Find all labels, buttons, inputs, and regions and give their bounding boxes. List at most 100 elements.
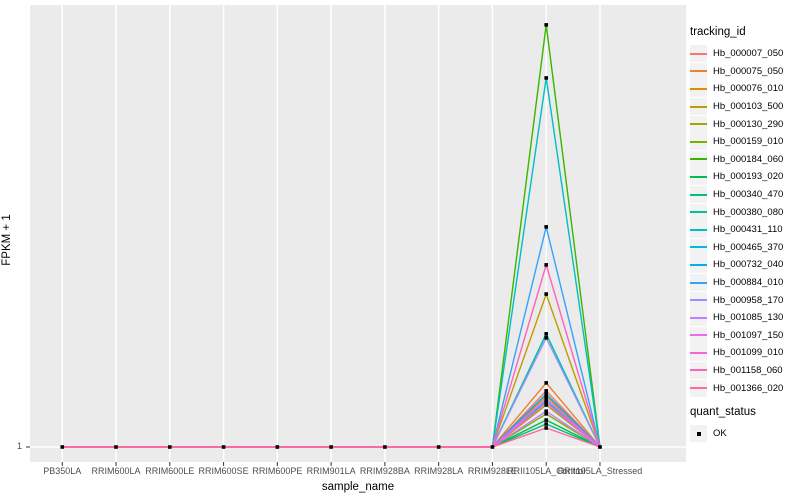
legend-item-Hb_000130_290: Hb_000130_290 [690, 115, 800, 133]
legend-item-Hb_000732_040: Hb_000732_040 [690, 256, 800, 274]
data-point-peak-Hb_000732_040 [544, 392, 548, 396]
legend-item-label: Hb_001085_130 [713, 312, 784, 324]
legend-items-tracking-id: Hb_000007_050 Hb_000075_050 Hb_000076_010 H… [690, 45, 800, 397]
x-tick-label: RRIM600SE [199, 466, 249, 476]
color-swatch [690, 52, 707, 55]
data-point-peak-Hb_000958_170 [544, 336, 548, 340]
legend-key-line-icon [690, 379, 707, 397]
data-point [490, 445, 495, 449]
legend-key-line-icon [690, 203, 707, 221]
legend-key-line-icon [690, 80, 707, 98]
legend-item-Hb_001158_060: Hb_001158_060 [690, 361, 800, 380]
legend-key-line-icon [690, 256, 707, 274]
data-point [114, 445, 118, 449]
legend-key-line-icon [690, 45, 707, 63]
data-point [329, 445, 333, 449]
legend-item-Hb_000184_060: Hb_000184_060 [690, 150, 800, 169]
x-axis-title: sample_name [321, 481, 395, 493]
legend-item-Hb_000340_470: Hb_000340_470 [690, 186, 800, 204]
color-swatch [690, 351, 707, 354]
color-swatch [690, 193, 707, 196]
legend-key-line-icon [690, 133, 707, 151]
y-tick-label: 1 [16, 441, 22, 451]
legend-item-Hb_000075_050: Hb_000075_050 [690, 62, 800, 81]
legend-item-Hb_000159_010: Hb_000159_010 [690, 133, 800, 151]
legend-item-label: Hb_000465_370 [713, 241, 784, 253]
legend-item-label: Hb_000184_060 [713, 153, 784, 165]
color-swatch [690, 70, 707, 73]
x-tick-label: RRIM600LA [92, 466, 141, 476]
color-swatch [690, 105, 707, 108]
legend-key-line-icon [690, 274, 707, 292]
data-point [168, 445, 172, 449]
legend: tracking_id Hb_000007_050 Hb_000075_050 Hb… [690, 26, 800, 443]
x-tick-label: RRIM600PE [252, 466, 302, 476]
x-tick-label: RRIM928BA [360, 466, 410, 476]
legend-item-Hb_000076_010: Hb_000076_010 [690, 80, 800, 98]
legend-item-Hb_001366_020: Hb_001366_020 [690, 379, 800, 397]
legend-item-label: Hb_000340_470 [713, 189, 784, 201]
legend-item-label: Hb_000193_020 [713, 171, 784, 183]
x-tick-label: PB350LA [43, 466, 81, 476]
color-swatch [690, 211, 707, 214]
x-tick-label: RRII105LA_Control [507, 466, 585, 476]
legend-item-label: Hb_000007_050 [713, 48, 784, 60]
data-point [598, 445, 602, 449]
x-tick-label: RRIM928LA [414, 466, 463, 476]
legend-key-line-icon [690, 361, 707, 379]
legend-item-quant-ok: OK [690, 425, 800, 443]
legend-item-label: Hb_000884_010 [713, 277, 784, 289]
color-swatch [690, 123, 707, 126]
data-point-peak-Hb_001099_010 [544, 401, 548, 405]
color-swatch [690, 281, 707, 284]
legend-item-Hb_000958_170: Hb_000958_170 [690, 291, 800, 309]
legend-key-line-icon [690, 238, 707, 256]
data-point-peak-Hb_001366_020 [544, 426, 548, 430]
legend-item-label: Hb_000958_170 [713, 294, 784, 306]
legend-item-label: Hb_000159_010 [713, 136, 784, 148]
legend-item-Hb_000193_020: Hb_000193_020 [690, 168, 800, 186]
data-point-peak-Hb_000103_500 [544, 292, 548, 296]
color-swatch [690, 334, 707, 337]
x-tick-label: RRII105LA_Stressed [558, 466, 643, 476]
x-tick-label: RRIM928LE [468, 466, 517, 476]
legend-key-line-icon [690, 309, 707, 327]
color-swatch [690, 228, 707, 231]
legend-key-line-icon [690, 115, 707, 133]
color-swatch [690, 299, 707, 302]
legend-item-label: OK [713, 428, 727, 440]
legend-item-Hb_000884_010: Hb_000884_010 [690, 274, 800, 292]
data-point-peak-Hb_000380_080 [544, 332, 548, 336]
data-point [60, 445, 65, 449]
legend-title-tracking-id: tracking_id [690, 26, 746, 38]
data-point-peak-Hb_001085_130 [544, 409, 548, 413]
x-tick-label: RRIM901LA [307, 466, 356, 476]
legend-item-label: Hb_001097_150 [713, 329, 784, 341]
legend-key-line-icon [690, 326, 707, 344]
legend-item-label: Hb_000130_290 [713, 118, 784, 130]
data-point-peak-Hb_000193_020 [544, 418, 548, 422]
legend-items-quant-status: OK [690, 425, 800, 443]
color-swatch [690, 246, 707, 249]
color-swatch [690, 158, 707, 161]
legend-item-label: Hb_000103_500 [713, 101, 784, 113]
legend-key-line-icon [690, 221, 707, 239]
legend-key-line-icon [690, 150, 707, 168]
legend-key-line-icon [690, 291, 707, 309]
legend-key-line-icon [690, 62, 707, 80]
legend-key-line-icon [690, 98, 707, 116]
legend-item-Hb_001099_010: Hb_001099_010 [690, 344, 800, 362]
data-point-peak-Hb_000075_050 [544, 381, 548, 385]
legend-item-Hb_000465_370: Hb_000465_370 [690, 238, 800, 257]
legend-item-Hb_000431_110: Hb_000431_110 [690, 221, 800, 239]
data-point-peak-Hb_000431_110 [544, 76, 548, 80]
color-swatch [690, 263, 707, 266]
legend-item-label: Hb_000380_080 [713, 206, 784, 218]
data-point [221, 445, 226, 449]
legend-item-Hb_000103_500: Hb_000103_500 [690, 98, 800, 116]
data-point-peak-Hb_000884_010 [544, 225, 548, 229]
legend-item-Hb_001085_130: Hb_001085_130 [690, 309, 800, 327]
panel-background [30, 5, 686, 462]
